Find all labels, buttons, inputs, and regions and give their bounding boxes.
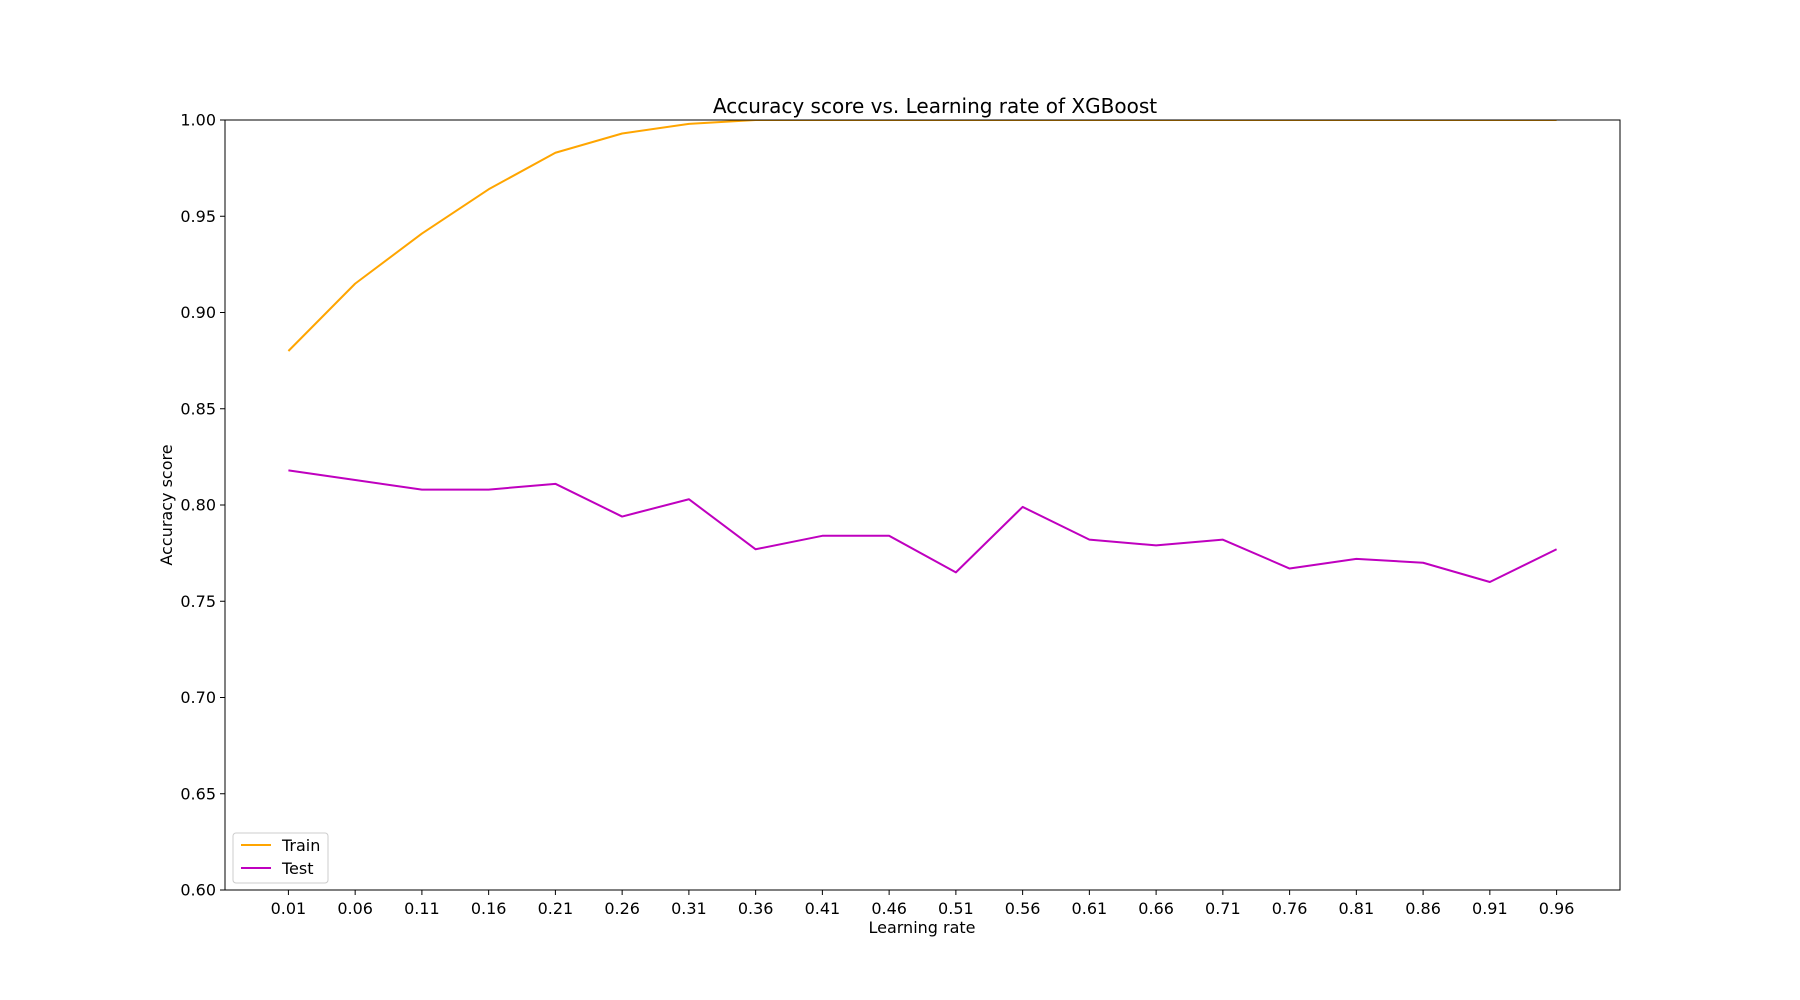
y-tick-label: 0.60	[180, 881, 216, 900]
x-tick-label: 0.56	[1005, 899, 1041, 918]
plot-area	[225, 120, 1620, 890]
x-axis-title: Learning rate	[868, 918, 975, 937]
y-tick-label: 0.65	[180, 784, 216, 803]
plot-background	[225, 120, 1620, 890]
x-tick-label: 0.76	[1272, 899, 1308, 918]
x-tick-label: 0.71	[1205, 899, 1241, 918]
x-tick-label: 0.11	[404, 899, 440, 918]
y-tick-label: 0.75	[180, 592, 216, 611]
chart-title: Accuracy score vs. Learning rate of XGBo…	[713, 94, 1157, 118]
legend-label-test: Test	[281, 859, 314, 878]
x-tick-label: 0.36	[738, 899, 774, 918]
y-tick-label: 1.00	[180, 111, 216, 130]
x-tick-label: 0.01	[271, 899, 307, 918]
x-tick-label: 0.81	[1339, 899, 1375, 918]
series-layer	[287, 120, 1558, 583]
series-line-test	[288, 469, 1558, 583]
x-tick-label: 0.06	[337, 899, 373, 918]
x-tick-label: 0.26	[604, 899, 640, 918]
legend-label-train: Train	[281, 836, 320, 855]
x-tick-label: 0.16	[471, 899, 507, 918]
x-tick-label: 0.61	[1072, 899, 1108, 918]
legend: Train Test	[232, 832, 329, 884]
x-tick-label: 0.66	[1138, 899, 1174, 918]
x-tick-label: 0.51	[938, 899, 974, 918]
x-tick-label: 0.46	[871, 899, 907, 918]
series-line-train	[287, 120, 1557, 352]
x-tick-label: 0.96	[1539, 899, 1575, 918]
x-tick-label: 0.21	[538, 899, 574, 918]
y-tick-label: 0.95	[180, 207, 216, 226]
x-tick-label: 0.31	[671, 899, 707, 918]
x-axis: 0.01 0.06 0.11 0.16 0.21 0.26 0.31 0.36 0.41 0.46…	[271, 890, 1575, 918]
y-tick-label: 0.90	[180, 303, 216, 322]
y-tick-label: 0.70	[180, 688, 216, 707]
y-tick-label: 0.85	[180, 399, 216, 418]
y-axis: 0.60 0.65 0.70 0.75 0.80 0.85 0.90 0.95 1.00	[180, 111, 225, 900]
x-tick-label: 0.41	[805, 899, 841, 918]
x-tick-label: 0.86	[1405, 899, 1441, 918]
x-tick-label: 0.91	[1472, 899, 1508, 918]
y-axis-title: Accuracy score	[157, 444, 176, 565]
y-tick-label: 0.80	[180, 496, 216, 515]
